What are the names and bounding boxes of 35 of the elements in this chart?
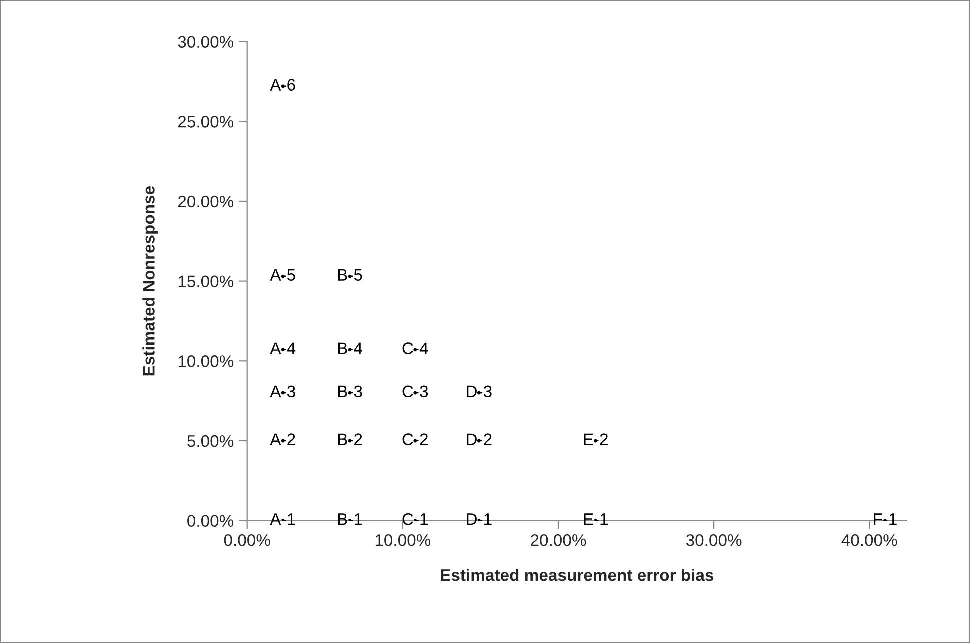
data-label: A-5 <box>270 269 296 281</box>
data-label: C-1 <box>402 514 428 526</box>
data-label: C-2 <box>402 434 428 446</box>
x-tick-label: 0.00% <box>224 534 270 546</box>
data-label: A-3 <box>270 386 296 398</box>
y-tick-label: 15.00% <box>178 276 234 288</box>
data-label: D-3 <box>467 386 492 398</box>
data-label: B-2 <box>338 434 362 446</box>
data-label: B-3 <box>338 386 362 398</box>
y-tick-label: 0.00% <box>188 515 234 528</box>
data-label: E-1 <box>584 514 608 526</box>
data-label: B-5 <box>338 269 362 281</box>
data-label: D-2 <box>467 434 492 446</box>
data-label: A-2 <box>270 434 296 446</box>
data-label: F-1 <box>874 514 897 526</box>
y-tick-label: 5.00% <box>188 435 234 448</box>
data-label: D-1 <box>467 514 492 526</box>
x-tick-label: 10.00% <box>376 534 431 546</box>
x-tick-label: 30.00% <box>686 534 742 546</box>
data-label: C-3 <box>402 386 428 398</box>
data-label: A-1 <box>270 514 296 526</box>
data-label: A-4 <box>270 342 296 354</box>
data-label: C-4 <box>402 342 428 354</box>
y-tick-label: 20.00% <box>178 196 234 208</box>
y-tick-label: 25.00% <box>178 116 234 128</box>
y-tick-label: 30.00% <box>178 36 234 48</box>
y-axis-title: Estimated Nonresponse <box>142 186 158 376</box>
x-axis-title: Estimated measurement error bias <box>441 569 714 582</box>
data-label: A-6 <box>270 79 296 91</box>
x-tick-label: 20.00% <box>531 534 586 546</box>
data-label: B-4 <box>338 342 363 354</box>
data-label: B-1 <box>338 514 362 526</box>
data-label: E-2 <box>584 434 608 446</box>
y-tick-label: 10.00% <box>178 356 234 368</box>
x-tick-label: 40.00% <box>842 534 898 546</box>
